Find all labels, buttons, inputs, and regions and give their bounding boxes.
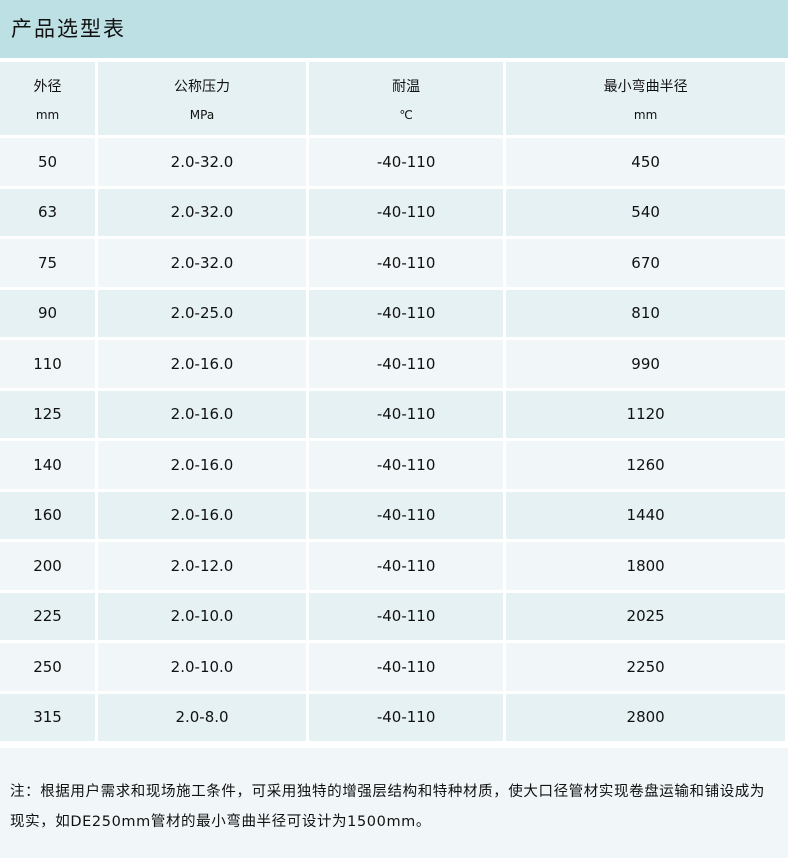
cell-min-bend-radius: 990 [506,340,785,388]
cell-nominal-pressure: 2.0-16.0 [98,390,306,438]
cell-outer-diameter: 90 [0,289,96,337]
cell-min-bend-radius: 2800 [506,693,785,741]
table-row: 200 2.0-12.0 -40-110 1800 [0,542,785,590]
table-row: 75 2.0-32.0 -40-110 670 [0,239,785,287]
cell-outer-diameter: 110 [0,340,96,388]
cell-min-bend-radius: 1440 [506,491,785,539]
cell-temperature: -40-110 [308,340,504,388]
cell-outer-diameter: 315 [0,693,96,741]
table-row: 125 2.0-16.0 -40-110 1120 [0,390,785,438]
header-label: 公称压力 [174,78,230,95]
header-nominal-pressure: 公称压力 MPa [98,62,306,135]
cell-min-bend-radius: 1260 [506,441,785,489]
header-outer-diameter: 外径 mm [0,62,96,135]
cell-outer-diameter: 125 [0,390,96,438]
cell-outer-diameter: 225 [0,592,96,640]
cell-temperature: -40-110 [308,491,504,539]
cell-min-bend-radius: 670 [506,239,785,287]
cell-outer-diameter: 200 [0,542,96,590]
cell-nominal-pressure: 2.0-10.0 [98,592,306,640]
table-row: 110 2.0-16.0 -40-110 990 [0,340,785,388]
header-unit: ℃ [399,107,413,122]
header-label: 最小弯曲半径 [603,78,688,95]
header-temperature: 耐温 ℃ [308,62,504,135]
cell-min-bend-radius: 1120 [506,390,785,438]
cell-temperature: -40-110 [308,542,504,590]
cell-min-bend-radius: 2025 [506,592,785,640]
footnote: 注：根据用户需求和现场施工条件，可采用独特的增强层结构和特种材质，使大口径管材实… [0,748,788,858]
header-row: 外径 mm 公称压力 MPa 耐温 ℃ 最小弯曲半径 mm [0,62,785,135]
table-row: 160 2.0-16.0 -40-110 1440 [0,491,785,539]
header-label: 外径 [33,78,62,95]
table-row: 63 2.0-32.0 -40-110 540 [0,188,785,236]
header-unit: MPa [189,107,215,122]
cell-temperature: -40-110 [308,289,504,337]
cell-min-bend-radius: 540 [506,188,785,236]
cell-temperature: -40-110 [308,441,504,489]
table-row: 90 2.0-25.0 -40-110 810 [0,289,785,337]
cell-nominal-pressure: 2.0-32.0 [98,188,306,236]
cell-min-bend-radius: 2250 [506,643,785,691]
table-row: 315 2.0-8.0 -40-110 2800 [0,693,785,741]
cell-outer-diameter: 50 [0,138,96,186]
cell-temperature: -40-110 [308,138,504,186]
cell-nominal-pressure: 2.0-16.0 [98,441,306,489]
header-unit: mm [633,107,658,122]
table-row: 50 2.0-32.0 -40-110 450 [0,138,785,186]
cell-outer-diameter: 140 [0,441,96,489]
cell-min-bend-radius: 810 [506,289,785,337]
table-row: 140 2.0-16.0 -40-110 1260 [0,441,785,489]
cell-temperature: -40-110 [308,188,504,236]
cell-nominal-pressure: 2.0-32.0 [98,138,306,186]
cell-temperature: -40-110 [308,390,504,438]
header-min-bend-radius: 最小弯曲半径 mm [506,62,785,135]
cell-nominal-pressure: 2.0-16.0 [98,491,306,539]
cell-min-bend-radius: 450 [506,138,785,186]
cell-min-bend-radius: 1800 [506,542,785,590]
cell-nominal-pressure: 2.0-10.0 [98,643,306,691]
cell-outer-diameter: 160 [0,491,96,539]
cell-nominal-pressure: 2.0-32.0 [98,239,306,287]
cell-temperature: -40-110 [308,693,504,741]
cell-outer-diameter: 63 [0,188,96,236]
cell-nominal-pressure: 2.0-8.0 [98,693,306,741]
cell-outer-diameter: 250 [0,643,96,691]
cell-nominal-pressure: 2.0-12.0 [98,542,306,590]
cell-nominal-pressure: 2.0-16.0 [98,340,306,388]
header-label: 耐温 [392,78,421,95]
cell-temperature: -40-110 [308,592,504,640]
cell-nominal-pressure: 2.0-25.0 [98,289,306,337]
header-unit: mm [35,107,60,122]
table-row: 250 2.0-10.0 -40-110 2250 [0,643,785,691]
cell-outer-diameter: 75 [0,239,96,287]
cell-temperature: -40-110 [308,239,504,287]
table-row: 225 2.0-10.0 -40-110 2025 [0,592,785,640]
cell-temperature: -40-110 [308,643,504,691]
product-selection-table: 外径 mm 公称压力 MPa 耐温 ℃ 最小弯曲半径 mm 50 2.0-32.0 -40-110… [0,59,788,744]
page-title: 产品选型表 [0,0,788,58]
